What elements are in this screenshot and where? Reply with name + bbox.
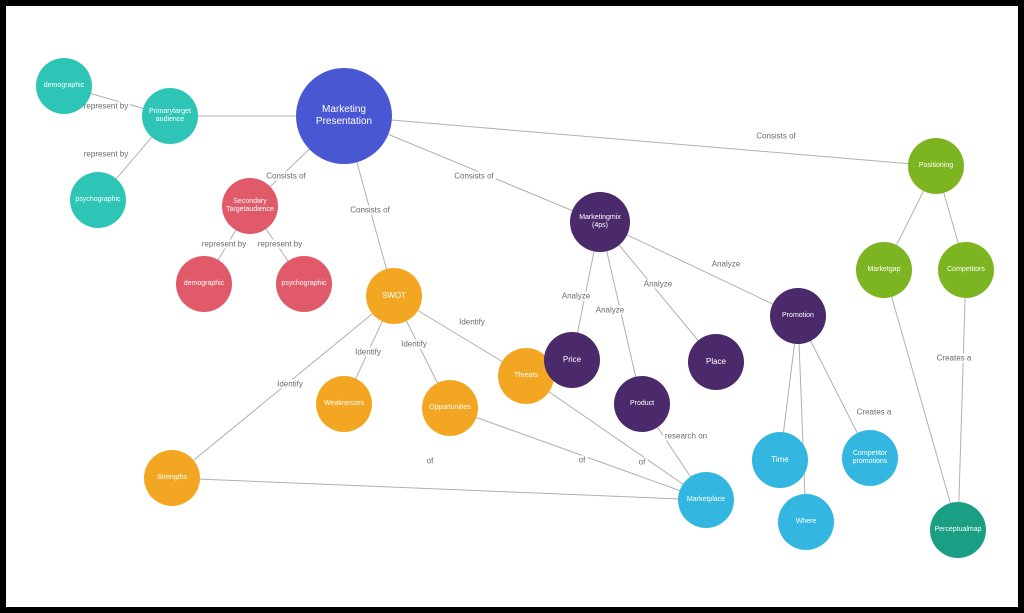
edge-label: Analyze	[594, 306, 626, 315]
edge-label: Identify	[399, 340, 429, 349]
node-promotion[interactable]: Promotion	[770, 288, 826, 344]
node-price[interactable]: Price	[544, 332, 600, 388]
node-label: psychographic	[281, 280, 326, 288]
node-competitor-promotions[interactable]: Competitor promotions	[842, 430, 898, 486]
node-label: Marketingmix (4ps)	[574, 214, 626, 231]
node-marketing-mix[interactable]: Marketingmix (4ps)	[570, 192, 630, 252]
node-label: Perceptualmap	[934, 526, 981, 534]
node-label: Place	[706, 357, 726, 367]
node-label: Opportunities	[429, 404, 471, 412]
diagram-canvas: { "diagram": { "type": "network", "backg…	[6, 6, 1018, 607]
node-label: psychographic	[75, 196, 120, 204]
node-marketgap[interactable]: Marketgap	[856, 242, 912, 298]
edge-label: of	[637, 458, 648, 467]
edge-label: Consists of	[452, 172, 496, 181]
node-label: demographic	[184, 280, 224, 288]
edge-label: represent by	[256, 240, 304, 249]
edge-label: Creates a	[855, 408, 894, 417]
edge-label: Analyze	[710, 260, 742, 269]
edge-label: represent by	[82, 150, 130, 159]
node-label: SWOT	[382, 291, 406, 301]
node-perceptual-map[interactable]: Perceptualmap	[930, 502, 986, 558]
node-demographic1[interactable]: demographic	[36, 58, 92, 114]
edge	[958, 270, 966, 530]
edge-label: Identify	[457, 318, 487, 327]
node-primary-target[interactable]: Primarytarget audience	[142, 88, 198, 144]
node-strengths[interactable]: Strengths	[144, 450, 200, 506]
node-label: Strengths	[157, 474, 187, 482]
node-psychographic2[interactable]: psychographic	[276, 256, 332, 312]
node-weaknesses[interactable]: Weaknesses	[316, 376, 372, 432]
edge-label: Analyze	[642, 280, 674, 289]
node-opportunities[interactable]: Opportunities	[422, 380, 478, 436]
node-psychographic1[interactable]: psychographic	[70, 172, 126, 228]
node-label: Weaknesses	[324, 400, 364, 408]
edge-label: Creates a	[935, 354, 974, 363]
node-label: Marketplace	[687, 496, 725, 504]
node-label: Threats	[514, 372, 538, 380]
node-label: Where	[796, 518, 817, 526]
edge	[798, 316, 806, 522]
node-label: Secondary Targetaudience	[226, 198, 274, 215]
node-marketing-presentation[interactable]: Marketing Presentation	[296, 68, 392, 164]
node-label: Primarytarget audience	[146, 108, 194, 125]
node-where[interactable]: Where	[778, 494, 834, 550]
node-time[interactable]: Time	[752, 432, 808, 488]
node-label: Promotion	[782, 312, 814, 320]
node-label: Price	[563, 355, 581, 365]
node-product[interactable]: Product	[614, 376, 670, 432]
node-label: Positioning	[919, 162, 953, 170]
edge-label: Consists of	[348, 206, 392, 215]
edge-label: represent by	[82, 102, 130, 111]
edge-label: Analyze	[560, 292, 592, 301]
node-positioning[interactable]: Positioning	[908, 138, 964, 194]
node-place[interactable]: Place	[688, 334, 744, 390]
node-label: Marketgap	[867, 266, 900, 274]
node-secondary-target[interactable]: Secondary Targetaudience	[222, 178, 278, 234]
node-swot[interactable]: SWOT	[366, 268, 422, 324]
node-marketplace[interactable]: Marketplace	[678, 472, 734, 528]
node-label: Competitors	[947, 266, 985, 274]
node-label: demographic	[44, 82, 84, 90]
edge	[450, 408, 706, 500]
node-label: Marketing Presentation	[300, 104, 388, 128]
edge-label: of	[577, 456, 588, 465]
edge-label: research on	[663, 432, 709, 441]
node-demographic2[interactable]: demographic	[176, 256, 232, 312]
edge	[344, 116, 936, 166]
edge	[172, 478, 706, 500]
node-label: Product	[630, 400, 654, 408]
edge-label: Identify	[275, 380, 305, 389]
edge	[600, 222, 798, 316]
node-competitors[interactable]: Competitors	[938, 242, 994, 298]
edge-label: Consists of	[264, 172, 308, 181]
edge-label: Identify	[353, 348, 383, 357]
node-label: Time	[771, 455, 788, 465]
edge	[884, 270, 958, 530]
node-label: Competitor promotions	[846, 450, 894, 467]
edge-label: represent by	[200, 240, 248, 249]
edge-label: Consists of	[754, 132, 798, 141]
edge-label: of	[425, 457, 436, 466]
